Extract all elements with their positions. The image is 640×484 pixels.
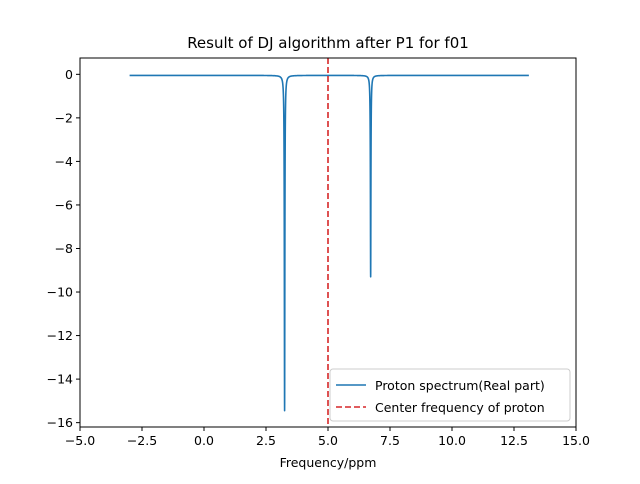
x-tick-label: 0.0 [194,433,214,448]
x-tick-label: 12.5 [500,433,528,448]
legend-label-proton-spectrum: Proton spectrum(Real part) [375,378,545,393]
y-tick-label: −6 [55,197,73,212]
y-tick-label: −14 [47,372,73,387]
x-tick-label: 15.0 [562,433,590,448]
x-tick-label: 7.5 [380,433,400,448]
chart-title: Result of DJ algorithm after P1 for f01 [187,34,469,52]
legend: Proton spectrum(Real part) Center freque… [329,368,571,422]
x-tick-label: −5.0 [65,433,95,448]
x-tick-label: 5.0 [318,433,338,448]
y-tick-label: −2 [55,110,73,125]
y-tick-label: −16 [47,415,73,430]
x-axis: −5.0 −2.5 0.0 2.5 5.0 7.5 10.0 12.5 15.0 [65,427,590,448]
series-line-proton-spectrum [129,74,530,412]
y-tick-label: −12 [47,328,73,343]
x-tick-label: 2.5 [256,433,276,448]
legend-label-center-frequency: Center frequency of proton [375,400,545,415]
y-tick-label: −10 [47,285,73,300]
x-axis-label: Frequency/ppm [280,455,377,470]
legend-box [329,368,571,422]
plot-area [129,58,530,427]
x-tick-label: −2.5 [127,433,157,448]
x-tick-label: 10.0 [438,433,466,448]
y-tick-label: −8 [55,241,73,256]
y-tick-label: −4 [55,154,73,169]
y-axis: 0 −2 −4 −6 −8 −10 −12 −14 −16 [47,67,80,430]
y-tick-label: 0 [65,67,73,82]
